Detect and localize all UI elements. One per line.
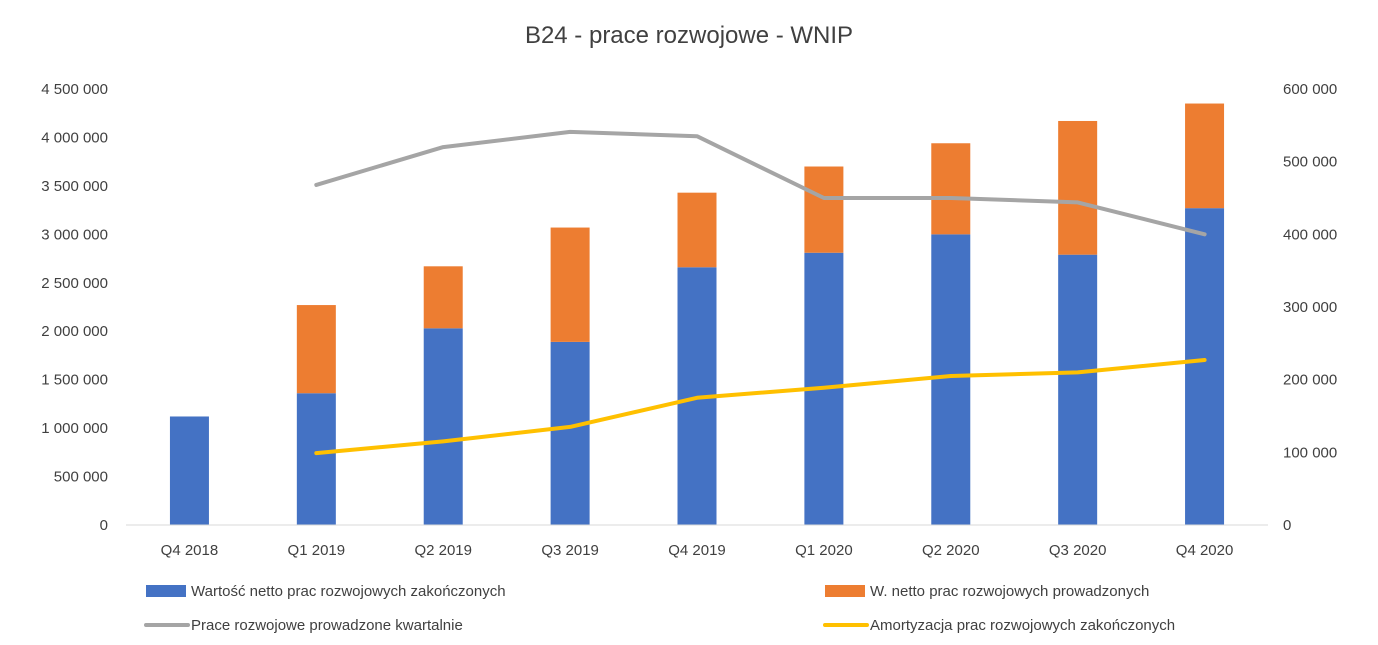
bar-in-progress <box>931 143 971 235</box>
right-tick-label: 200 000 <box>1283 372 1337 389</box>
right-tick-label: 0 <box>1283 517 1291 534</box>
bar-completed <box>550 341 590 525</box>
bar-in-progress <box>804 166 844 253</box>
bars-layer <box>169 103 1225 526</box>
right-tick-label: 500 000 <box>1283 154 1337 171</box>
x-tick-label: Q3 2019 <box>541 542 599 559</box>
legend-in-progress-swatch <box>825 585 865 597</box>
left-tick-label: 3 000 000 <box>41 226 108 243</box>
line-amortization <box>314 358 1207 456</box>
x-tick-label: Q4 2018 <box>161 542 219 559</box>
bar-completed <box>1185 208 1225 525</box>
bar-completed <box>423 328 463 525</box>
legend-completed-label: Wartość netto prac rozwojowych zakończon… <box>191 583 506 600</box>
x-tick-label: Q2 2019 <box>414 542 472 559</box>
lines-layer <box>314 129 1207 456</box>
legend-quarterly-development-label: Prace rozwojowe prowadzone kwartalnie <box>191 617 463 634</box>
x-tick-label: Q4 2020 <box>1176 542 1234 559</box>
x-tick-label: Q4 2019 <box>668 542 726 559</box>
legend-amortization-label: Amortyzacja prac rozwojowych zakończonyc… <box>870 617 1175 634</box>
right-tick-label: 100 000 <box>1283 444 1337 461</box>
left-tick-label: 4 500 000 <box>41 81 108 98</box>
right-tick-label: 300 000 <box>1283 299 1337 316</box>
x-tick-label: Q2 2020 <box>922 542 980 559</box>
right-tick-label: 600 000 <box>1283 81 1337 98</box>
right-tick-label: 400 000 <box>1283 226 1337 243</box>
left-axis-ticks: 0 500 000 1 000 000 1 500 000 2 000 000 2 500… <box>41 81 108 534</box>
left-tick-label: 2 000 000 <box>41 323 108 340</box>
left-tick-label: 2 500 000 <box>41 275 108 292</box>
bar-in-progress <box>296 305 336 394</box>
bar-in-progress <box>677 192 717 268</box>
bar-in-progress <box>1185 103 1225 209</box>
left-tick-label: 4 000 000 <box>41 129 108 146</box>
left-tick-label: 3 500 000 <box>41 178 108 195</box>
bar-in-progress <box>1058 120 1098 255</box>
bar-in-progress <box>550 227 590 342</box>
legend: Wartość netto prac rozwojowych zakończon… <box>144 583 1175 634</box>
bar-completed <box>169 416 209 525</box>
x-tick-label: Q1 2020 <box>795 542 853 559</box>
left-tick-label: 1 500 000 <box>41 372 108 389</box>
bar-completed <box>931 234 971 526</box>
legend-in-progress-label: W. netto prac rozwojowych prowadzonych <box>870 583 1149 600</box>
x-tick-label: Q3 2020 <box>1049 542 1107 559</box>
bar-completed <box>1058 254 1098 525</box>
right-axis-ticks: 0 100 000 200 000 300 000 400 000 500 000 600 … <box>1283 81 1337 534</box>
left-tick-label: 0 <box>100 517 108 534</box>
legend-completed-swatch <box>146 585 186 597</box>
left-tick-label: 1 000 000 <box>41 420 108 437</box>
left-tick-label: 500 000 <box>54 469 108 486</box>
x-axis-ticks: Q4 2018 Q1 2019 Q2 2019 Q3 2019 Q4 2019 Q1 20… <box>161 542 1234 559</box>
x-tick-label: Q1 2019 <box>288 542 346 559</box>
line-quarterly-development <box>314 129 1207 237</box>
bar-completed <box>296 393 336 525</box>
bar-in-progress <box>423 266 463 329</box>
chart-title: B24 - prace rozwojowe - WNIP <box>525 22 853 49</box>
